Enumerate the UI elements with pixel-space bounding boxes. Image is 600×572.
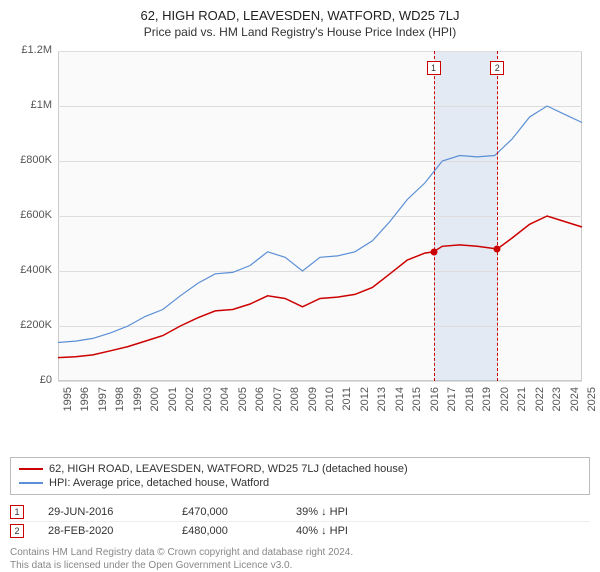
row-delta: 40% ↓ HPI [296, 525, 396, 537]
x-axis-label: 2001 [167, 387, 179, 421]
x-axis-label: 2019 [481, 387, 493, 421]
legend-item-hpi: HPI: Average price, detached house, Watf… [19, 476, 581, 490]
x-axis-label: 2007 [272, 387, 284, 421]
x-axis-label: 2021 [516, 387, 528, 421]
chart-subtitle: Price paid vs. HM Land Registry's House … [10, 25, 590, 39]
x-axis-label: 2014 [394, 387, 406, 421]
x-axis-label: 2006 [254, 387, 266, 421]
series-line-hpi [58, 106, 582, 343]
legend-item-property: 62, HIGH ROAD, LEAVESDEN, WATFORD, WD25 … [19, 462, 581, 476]
marker-line [434, 51, 435, 381]
x-axis-label: 2025 [586, 387, 598, 421]
marker-label: 1 [427, 61, 441, 75]
legend-label-hpi: HPI: Average price, detached house, Watf… [49, 477, 269, 489]
x-axis-label: 2008 [289, 387, 301, 421]
x-axis-label: 1996 [79, 387, 91, 421]
x-axis-label: 2009 [307, 387, 319, 421]
x-axis-label: 2013 [376, 387, 388, 421]
marker-dot [430, 248, 437, 255]
legend-swatch-hpi [19, 482, 43, 484]
chart-area: £0£200K£400K£600K£800K£1M£1.2M1995199619… [10, 45, 590, 425]
series-line-property [58, 216, 582, 358]
x-axis-label: 1995 [62, 387, 74, 421]
legend-label-property: 62, HIGH ROAD, LEAVESDEN, WATFORD, WD25 … [49, 463, 408, 475]
x-axis-label: 1997 [97, 387, 109, 421]
transaction-table: 1 29-JUN-2016 £470,000 39% ↓ HPI 2 28-FE… [10, 503, 590, 540]
x-axis-label: 2024 [569, 387, 581, 421]
x-axis-label: 2005 [237, 387, 249, 421]
row-date: 28-FEB-2020 [48, 525, 158, 537]
x-axis-label: 2011 [341, 387, 353, 421]
marker-dot [494, 246, 501, 253]
x-axis-label: 2020 [499, 387, 511, 421]
row-price: £470,000 [182, 506, 272, 518]
row-price: £480,000 [182, 525, 272, 537]
x-axis-label: 2017 [446, 387, 458, 421]
marker-line [497, 51, 498, 381]
x-axis-label: 2010 [324, 387, 336, 421]
x-axis-label: 2015 [411, 387, 423, 421]
x-axis-label: 2018 [464, 387, 476, 421]
footer: Contains HM Land Registry data © Crown c… [10, 546, 590, 572]
x-axis-label: 2022 [534, 387, 546, 421]
x-axis-label: 1998 [114, 387, 126, 421]
chart-title: 62, HIGH ROAD, LEAVESDEN, WATFORD, WD25 … [10, 8, 590, 23]
footer-line2: This data is licensed under the Open Gov… [10, 559, 590, 572]
row-date: 29-JUN-2016 [48, 506, 158, 518]
x-axis-label: 2004 [219, 387, 231, 421]
legend-swatch-property [19, 468, 43, 470]
x-axis-label: 1999 [132, 387, 144, 421]
chart-container: 62, HIGH ROAD, LEAVESDEN, WATFORD, WD25 … [0, 0, 600, 560]
row-marker: 1 [10, 505, 24, 519]
x-axis-label: 2016 [429, 387, 441, 421]
x-axis-label: 2002 [184, 387, 196, 421]
footer-line1: Contains HM Land Registry data © Crown c… [10, 546, 590, 559]
table-row: 1 29-JUN-2016 £470,000 39% ↓ HPI [10, 503, 590, 522]
x-axis-label: 2000 [149, 387, 161, 421]
row-marker: 2 [10, 524, 24, 538]
x-axis-label: 2003 [202, 387, 214, 421]
x-axis-label: 2012 [359, 387, 371, 421]
x-axis-label: 2023 [551, 387, 563, 421]
row-delta: 39% ↓ HPI [296, 506, 396, 518]
legend: 62, HIGH ROAD, LEAVESDEN, WATFORD, WD25 … [10, 457, 590, 495]
marker-label: 2 [490, 61, 504, 75]
table-row: 2 28-FEB-2020 £480,000 40% ↓ HPI [10, 522, 590, 540]
